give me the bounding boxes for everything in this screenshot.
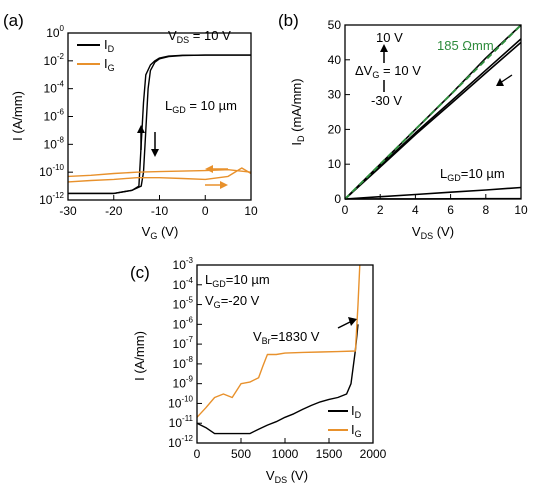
panel-c-xtick-label: 2000	[360, 447, 387, 461]
panel-b-frame	[344, 24, 522, 200]
annotation-delta-vg: ΔVG = 10 V	[355, 63, 421, 80]
vg-arrow-up-head	[380, 44, 388, 52]
panel-b-xtick-label: 2	[377, 203, 384, 217]
panel-c-ytick-label: 10-5	[173, 296, 194, 312]
panel-b: (b) 0 2 4 6 8 10 0 10 20 30 40 50 VDS (V) ID (mA/mm…	[278, 11, 528, 241]
panel-a: (a) -30 -20 -10 0 1010-1210-1010-810-610-410…	[3, 11, 258, 241]
panel-c-ytick-label: 10-11	[169, 414, 194, 430]
panel-a-marks	[67, 54, 252, 195]
panel-b-xlabel: VDS (V)	[412, 224, 454, 241]
panel-a-ytick-label: 10-4	[44, 80, 65, 96]
panel-c-xtick-label: 0	[194, 447, 201, 461]
annotation-vg-c: VG=-20 V	[205, 293, 260, 310]
panel-c-ticks: 0 500 1000 1500 2000 10-12 10-11 10-10 10-9 10-8 1…	[168, 256, 387, 461]
ig-arrow-right-head	[220, 181, 228, 189]
panel-a-series-line	[67, 167, 252, 183]
panel-c-series-line	[196, 324, 359, 435]
panel-b-ylabel: ID (mA/mm)	[289, 78, 306, 145]
panel-c-ytick-label: 10-7	[173, 335, 194, 351]
panel-c-ytick-label: 10-12	[168, 434, 193, 450]
panel-b-ytick-label: 40	[328, 53, 342, 67]
panel-b-xtick-label: 0	[342, 203, 349, 217]
panel-a-ticks: -30 -20 -10 0 1010-1210-1010-810-610-410-210…	[39, 24, 258, 218]
panel-b-ytick-label: 30	[328, 88, 342, 102]
panel-b-xtick-label: 10	[514, 203, 528, 217]
sweep-arrow-up-head	[137, 125, 145, 133]
annotation-vbr: VBr=1830 V	[253, 329, 320, 346]
panel-c-label: (c)	[130, 263, 150, 282]
panel-c-ytick-label: 10-10	[168, 394, 193, 410]
panel-b-xtick-label: 8	[482, 203, 489, 217]
panel-a-xtick-label: 10	[244, 204, 258, 218]
panel-a-series-line	[68, 54, 251, 195]
panel-a-xlabel: VG (V)	[142, 224, 179, 241]
panel-a-xtick-label: -20	[105, 204, 123, 218]
sweep-arrow-down-head	[151, 149, 159, 157]
panel-c-series-line	[196, 264, 361, 418]
legend-label-ig-c: IG	[351, 422, 362, 439]
panel-a-ytick-label: 10-8	[44, 135, 65, 151]
annotation-fit-resistance: 185 Ωmm	[437, 38, 494, 53]
panel-c-xtick-label: 500	[231, 447, 251, 461]
panel-b-label: (b)	[278, 11, 299, 30]
panel-c-ytick-label: 10-9	[173, 375, 194, 391]
panel-b-ytick-label: 0	[334, 192, 341, 206]
panel-b-series-line	[344, 41, 522, 200]
panel-b-fit-line	[344, 24, 522, 200]
panel-a-ytick-label: 10-10	[39, 163, 64, 179]
panel-b-ytick-label: 10	[328, 157, 342, 171]
panel-c-ytick-label: 10-4	[173, 276, 194, 292]
panel-c-xtick-label: 1000	[272, 447, 299, 461]
legend-label-ig: IG	[104, 56, 115, 73]
annotation-lgd-b: LGD=10 µm	[440, 166, 505, 183]
panel-a-ylabel: I (A/mm)	[10, 91, 25, 141]
panel-a-ytick-label: 10-2	[44, 52, 65, 68]
panel-a-xtick-label: 0	[202, 204, 209, 218]
panel-c-ylabel: I (A/mm)	[132, 331, 147, 381]
annotation-vds: VDS = 10 V	[168, 28, 231, 45]
annotation-vg-bottom: -30 V	[371, 93, 402, 108]
panel-c-ytick-label: 10-8	[173, 355, 194, 371]
ig-arrow-left-head	[205, 165, 213, 173]
panel-b-xtick-label: 4	[412, 203, 419, 217]
panel-c-xlabel: VDS (V)	[266, 468, 308, 485]
panel-c-ytick-label: 10-3	[173, 256, 194, 272]
vbr-arrow-head	[348, 317, 357, 326]
panel-a-ytick-label: 100	[46, 24, 64, 40]
panel-a-series-line	[68, 54, 251, 195]
panel-a-series-line	[67, 168, 252, 178]
legend-label-id-c: ID	[351, 403, 362, 420]
panel-a-ytick-label: 10-6	[44, 108, 65, 124]
annotation-vg-top: 10 V	[376, 30, 403, 45]
panel-b-ytick-label: 50	[328, 18, 342, 32]
annotation-lgd: LGD = 10 µm	[165, 98, 237, 115]
panel-b-ticks: 0 2 4 6 8 10 0 10 20 30 40 50	[328, 18, 528, 217]
panel-c: (c) 0 500 1000 1500 2000 10-12 10-11 10-10 10-9 1…	[130, 256, 387, 485]
panel-a-label: (a)	[3, 11, 24, 30]
annotation-lgd-c: LGD=10 µm	[205, 272, 270, 289]
panel-b-xtick-label: 6	[447, 203, 454, 217]
curve-arrow-head	[496, 78, 504, 86]
curve-arrow	[499, 74, 513, 84]
panel-c-xtick-label: 1500	[316, 447, 343, 461]
panel-a-xtick-label: -30	[59, 204, 77, 218]
vbr-arrow	[337, 320, 353, 329]
panel-a-xtick-label: -10	[151, 204, 169, 218]
panel-c-marks	[196, 264, 361, 435]
panel-b-ytick-label: 20	[328, 122, 342, 136]
panel-c-ytick-label: 10-6	[173, 315, 194, 331]
legend-label-id: ID	[104, 37, 115, 54]
panel-c-frame	[196, 264, 374, 444]
panel-b-series-line	[344, 186, 522, 200]
